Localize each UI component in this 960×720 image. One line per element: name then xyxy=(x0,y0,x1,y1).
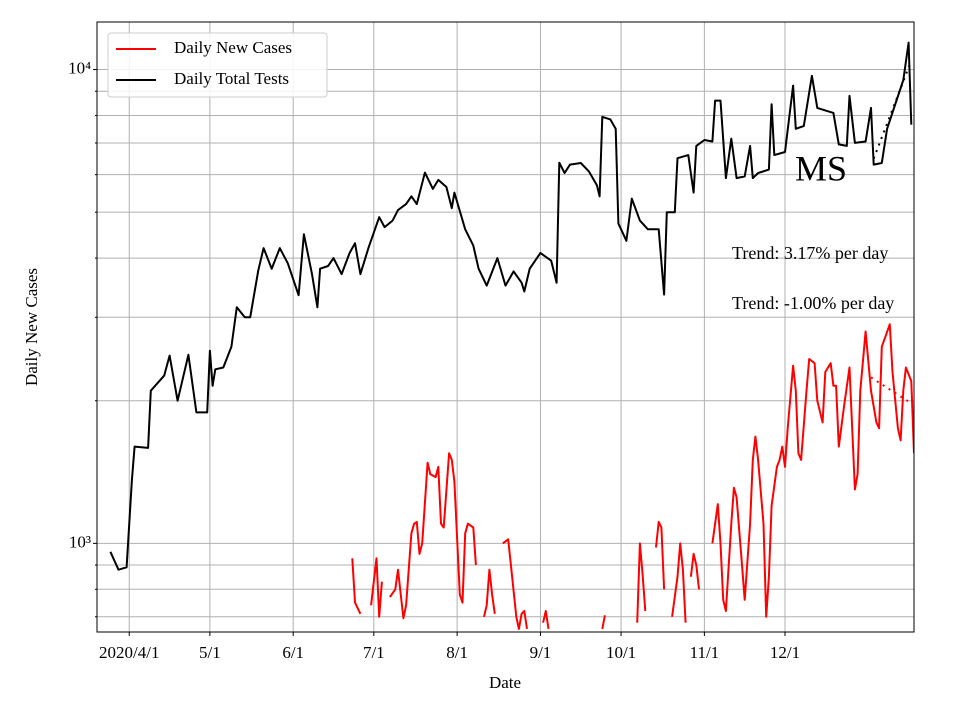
x-tick-label: 9/1 xyxy=(530,643,552,662)
x-tick-label: 6/1 xyxy=(282,643,304,662)
x-tick-label: 7/1 xyxy=(363,643,385,662)
legend-label: Daily Total Tests xyxy=(174,69,289,88)
series-line xyxy=(109,41,913,571)
x-tick-label: 8/1 xyxy=(446,643,468,662)
plot-area xyxy=(109,41,914,630)
axes-frame xyxy=(96,21,915,633)
legend-box xyxy=(107,32,328,98)
x-tick-label: 5/1 xyxy=(199,643,221,662)
x-tick-label: 2020/4/1 xyxy=(99,643,159,662)
series-line xyxy=(351,323,914,630)
legend-label: Daily New Cases xyxy=(174,38,292,57)
y-tick-label: 10³ xyxy=(69,532,91,551)
y-tick-label: 10⁴ xyxy=(68,58,91,77)
annotation: MS xyxy=(795,148,847,188)
trend-line xyxy=(870,376,912,405)
annotation: Trend: -1.00% per day xyxy=(732,293,894,313)
annotation: Trend: 3.17% per day xyxy=(732,243,888,263)
y-axis-label: Daily New Cases xyxy=(22,268,41,386)
x-tick-label: 11/1 xyxy=(690,643,720,662)
x-tick-label: 12/1 xyxy=(770,643,800,662)
x-tick-label: 10/1 xyxy=(606,643,636,662)
x-axis-label: Date xyxy=(489,673,521,692)
